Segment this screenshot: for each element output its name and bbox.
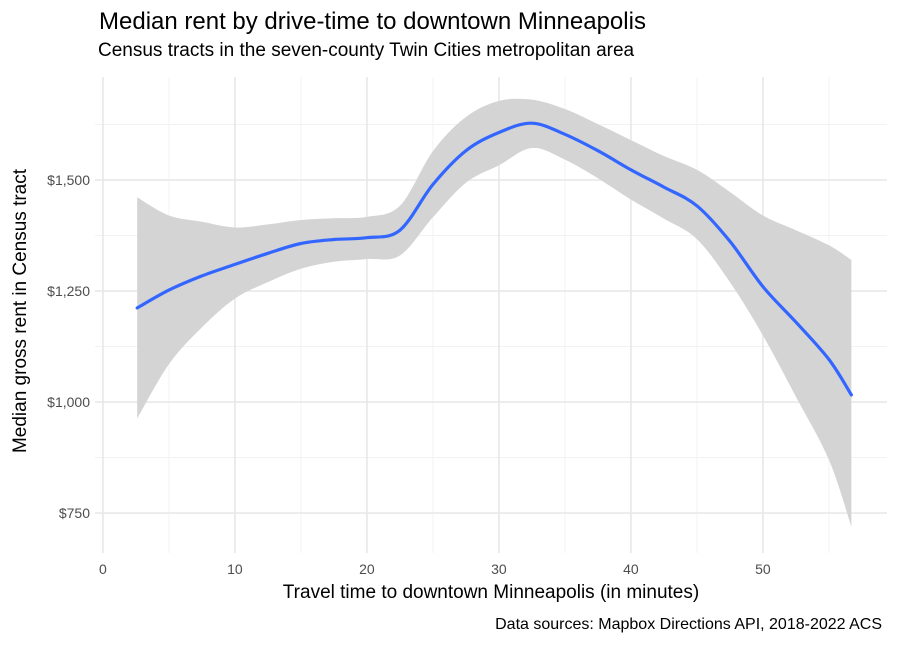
x-tick-label: 40 [623,561,639,577]
x-tick-label: 20 [359,561,375,577]
x-axis-title: Travel time to downtown Minneapolis (in … [282,582,700,603]
y-tick-label: $1,250 [47,283,90,300]
trend-line [135,121,853,397]
x-tick-label: 0 [99,561,107,577]
confidence-band [137,98,852,527]
chart-title: Median rent by drive-time to downtown Mi… [99,8,646,35]
y-tick-label: $1,500 [47,172,90,188]
x-tick-label: 50 [755,561,771,577]
y-tick-label: $750 [58,505,90,522]
x-tick-label: 30 [491,561,507,577]
y-axis-title: Median gross rent in Census tract [10,168,31,454]
caption: Data sources: Mapbox Directions API, 201… [495,616,882,633]
x-tick-label: 10 [227,561,243,577]
y-tick-label: $1,000 [47,394,90,411]
chart-subtitle: Census tracts in the seven-county Twin C… [98,40,635,61]
